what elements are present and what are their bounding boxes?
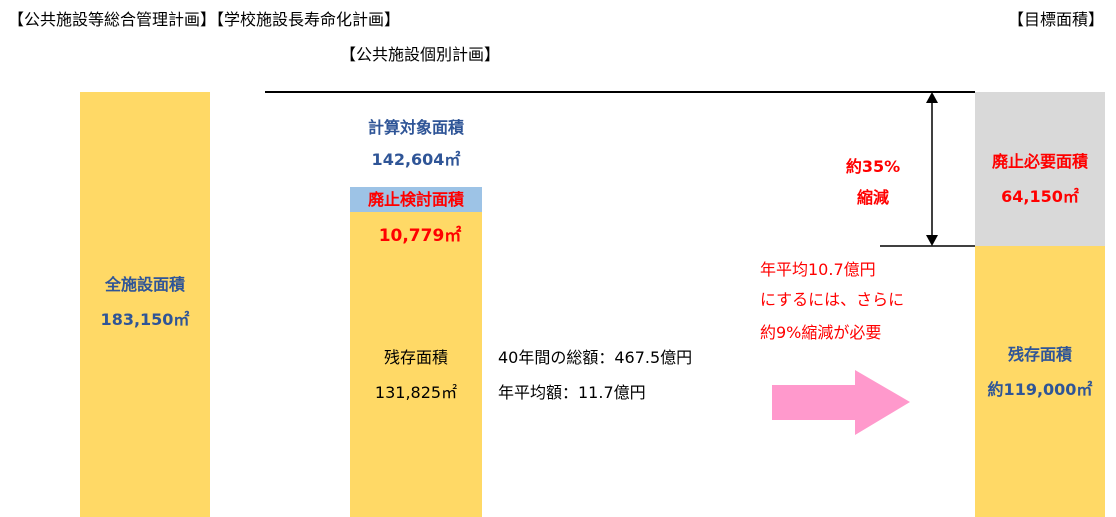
arrow-head-down <box>926 235 938 246</box>
value: 10,779㎡ <box>378 226 462 246</box>
arrow-head-up <box>926 92 938 103</box>
value: 131,825㎡ <box>374 383 458 402</box>
note-line: 約9%縮減が必要 <box>760 323 882 342</box>
label: 廃止検討面積 <box>367 190 465 209</box>
cost-annual: 年平均額：11.7億円 <box>498 383 646 402</box>
bar-all <box>80 92 210 517</box>
bar-abolish-review <box>350 187 482 212</box>
value: 183,150㎡ <box>100 310 190 329</box>
label: 残存面積 <box>383 348 449 367</box>
header-left: 【公共施設等総合管理計画】【学校施設長寿命化計画】 <box>8 10 401 29</box>
bar-target-remaining <box>975 246 1105 517</box>
bar-abolish-required <box>975 92 1105 246</box>
value: 64,150㎡ <box>1001 187 1079 206</box>
label: 全施設面積 <box>104 275 186 294</box>
label: 残存面積 <box>1007 345 1073 364</box>
header-right: 【目標面積】 <box>1008 10 1105 29</box>
value: 約119,000㎡ <box>987 380 1093 399</box>
value: 142,604㎡ <box>371 150 461 169</box>
pink-arrow <box>772 370 910 435</box>
bar-remaining <box>350 212 482 517</box>
header-sub: 【公共施設個別計画】 <box>339 45 501 64</box>
cost-total: 40年間の総額：467.5億円 <box>498 348 693 367</box>
reduction-label: 縮減 <box>856 188 890 207</box>
note-line: 年平均10.7億円 <box>760 260 876 279</box>
note-line: にするには、さらに <box>760 290 905 309</box>
reduction-rate: 約35% <box>845 157 901 176</box>
label: 計算対象面積 <box>367 118 465 137</box>
label: 廃止必要面積 <box>991 152 1089 171</box>
